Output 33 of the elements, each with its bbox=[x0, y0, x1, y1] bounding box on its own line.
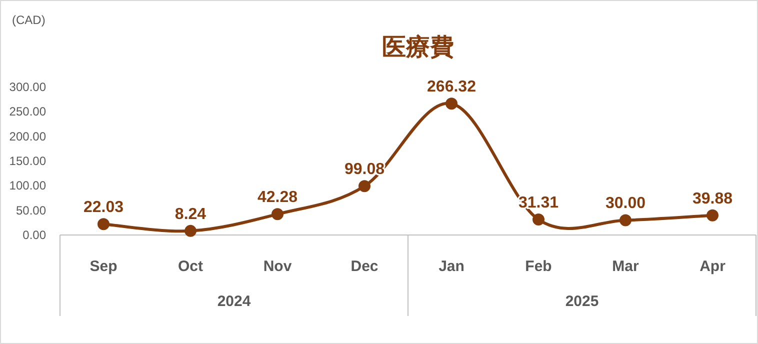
text: 2025 bbox=[565, 293, 599, 310]
x-tick-label: Sep bbox=[90, 258, 118, 275]
point bbox=[620, 214, 632, 226]
y-tick-label: 0.00 bbox=[22, 228, 46, 242]
x-tick-label: Feb bbox=[525, 258, 552, 275]
y-tick-label: 300.00 bbox=[9, 80, 46, 94]
point bbox=[358, 180, 370, 192]
y-tick-label: 200.00 bbox=[9, 129, 46, 144]
text: 2024 bbox=[217, 293, 252, 310]
data-label: 8.24 bbox=[174, 206, 206, 223]
data-label: 42.28 bbox=[257, 189, 298, 206]
point bbox=[532, 214, 544, 226]
data-label: 30.00 bbox=[605, 195, 646, 212]
chart-title: 医療費 bbox=[382, 34, 454, 61]
data-label: 22.03 bbox=[83, 199, 124, 216]
point bbox=[272, 208, 284, 220]
x-tick-label: Mar bbox=[612, 258, 639, 275]
point bbox=[98, 218, 110, 230]
y-tick-label: 50.00 bbox=[16, 203, 46, 218]
x-tick-label: Apr bbox=[700, 258, 726, 275]
y-tick-label: 150.00 bbox=[9, 154, 46, 168]
x-tick-label: Nov bbox=[263, 258, 292, 275]
x-tick-label: Dec bbox=[350, 258, 378, 275]
point bbox=[446, 98, 458, 110]
x-tick-label: Oct bbox=[178, 258, 204, 275]
data-label: 39.88 bbox=[692, 190, 733, 208]
point bbox=[184, 224, 196, 237]
x-tick-label: Jan bbox=[438, 258, 464, 275]
y-tick-label: 100.00 bbox=[9, 178, 46, 193]
y-tick-label: 250.00 bbox=[9, 104, 46, 119]
point bbox=[706, 209, 718, 222]
data-label: 266.32 bbox=[427, 78, 476, 96]
y-axis-title: (CAD) bbox=[12, 13, 46, 27]
